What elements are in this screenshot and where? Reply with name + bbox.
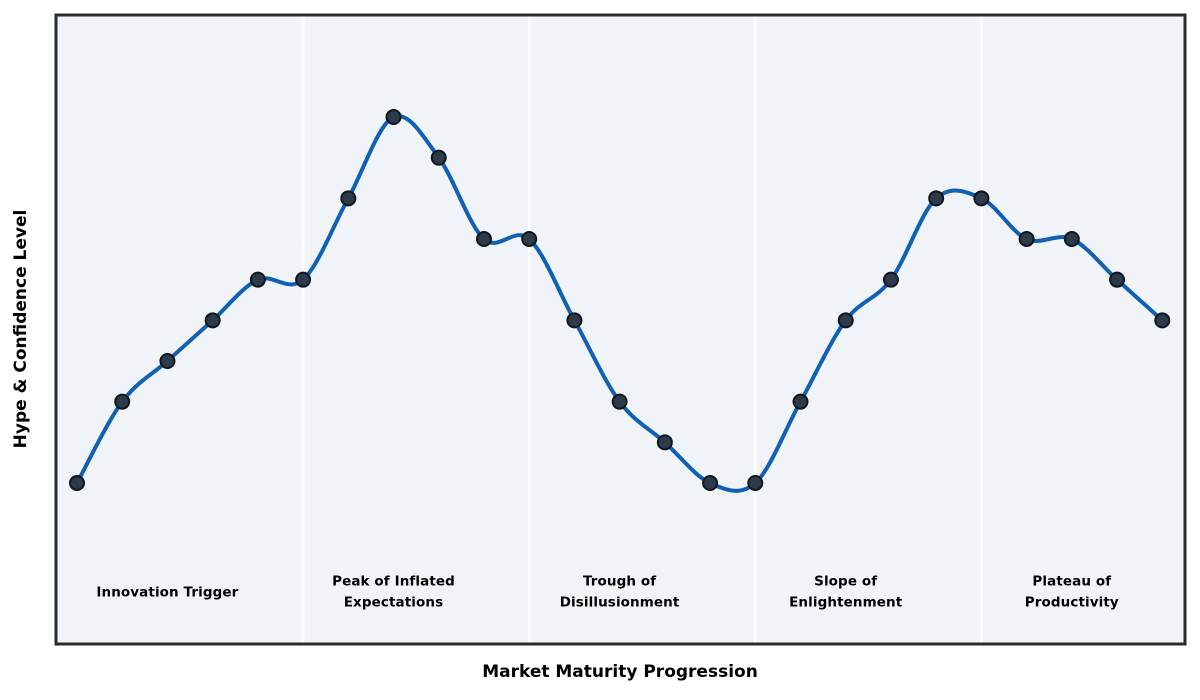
data-point-marker xyxy=(69,475,85,491)
data-point-marker xyxy=(204,312,221,329)
phase-dividers xyxy=(301,15,983,644)
y-axis-label: Hype & Confidence Level xyxy=(11,209,31,449)
plot-border xyxy=(54,13,1187,646)
plot-background-rect xyxy=(56,15,1185,644)
data-point-marker xyxy=(1109,271,1126,288)
data-point-marker xyxy=(1154,312,1171,329)
data-point-marker xyxy=(747,475,764,491)
phase-label: Slope of Enlightenment xyxy=(789,573,903,611)
phase-label: Innovation Trigger xyxy=(96,584,239,601)
data-point-marker xyxy=(475,231,492,247)
plot-background xyxy=(56,15,1185,644)
data-point-marker xyxy=(1018,231,1035,247)
plot-border-rect xyxy=(54,13,1187,646)
data-point-markers xyxy=(69,109,1171,491)
data-point-marker xyxy=(882,271,899,288)
data-point-marker xyxy=(430,149,447,166)
data-point-marker xyxy=(611,393,628,410)
x-axis-label: Market Maturity Progression xyxy=(482,662,758,682)
data-point-marker xyxy=(566,312,583,329)
data-point-marker xyxy=(159,353,176,369)
data-point-marker xyxy=(928,190,945,207)
data-point-marker xyxy=(521,231,538,247)
data-point-marker xyxy=(1063,231,1080,247)
phase-label: Peak of Inflated Expectations xyxy=(332,573,455,611)
data-point-marker xyxy=(249,271,266,288)
data-point-marker xyxy=(973,190,990,207)
data-point-marker xyxy=(702,475,719,491)
data-point-marker xyxy=(792,393,809,410)
phase-label: Plateau of Productivity xyxy=(1024,573,1119,611)
data-point-marker xyxy=(295,271,312,288)
data-point-marker xyxy=(837,312,854,329)
data-point-marker xyxy=(114,393,131,410)
phase-label: Trough of Disillusionment xyxy=(559,573,680,611)
data-point-marker xyxy=(656,434,673,451)
data-point-marker xyxy=(385,109,402,125)
data-point-marker xyxy=(340,190,357,207)
